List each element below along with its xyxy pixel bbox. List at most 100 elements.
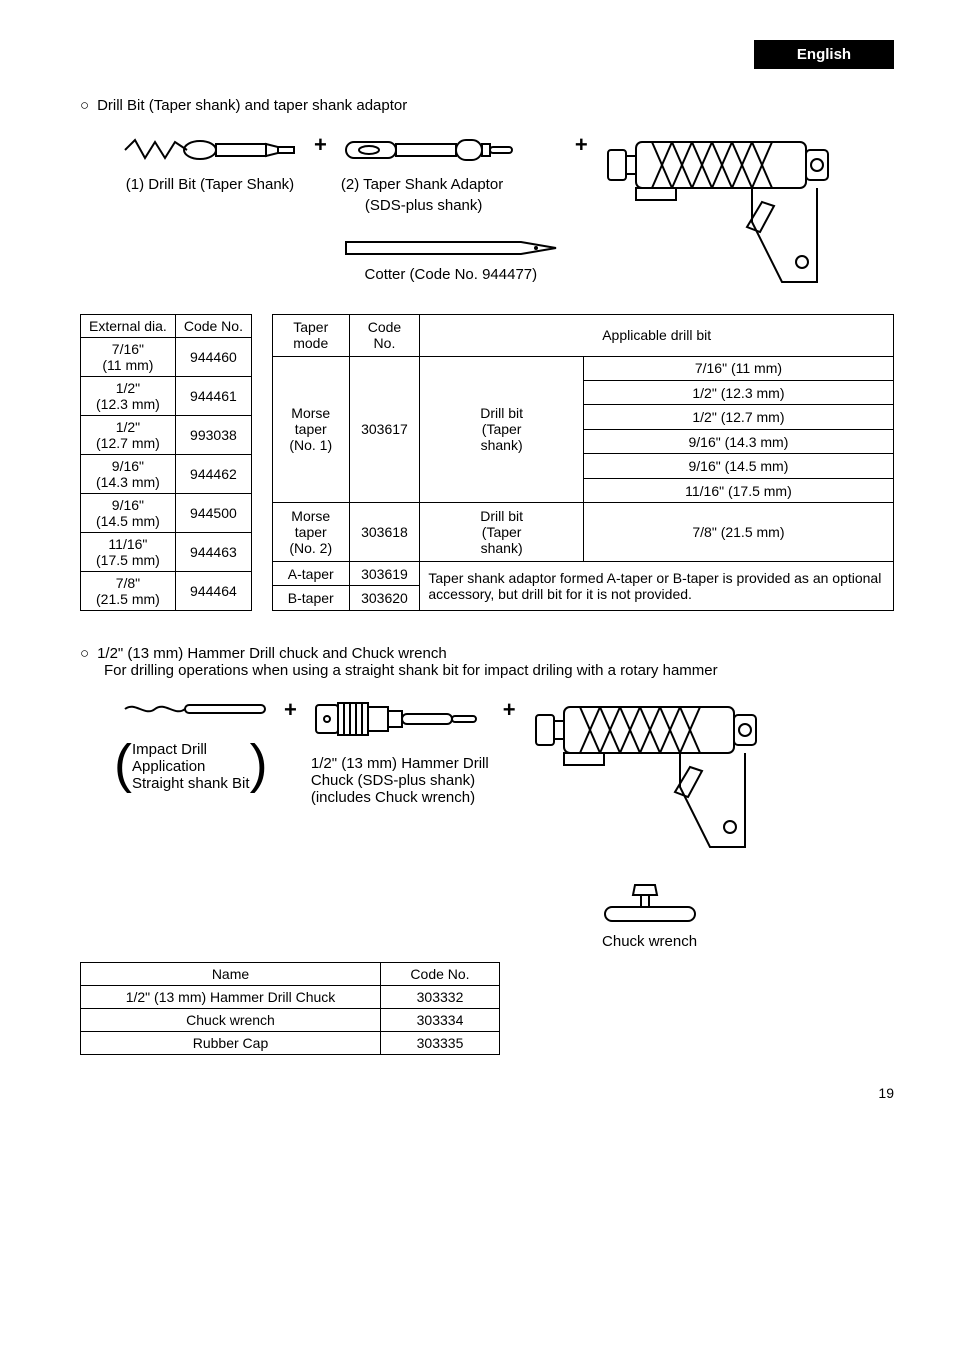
- table-header: External dia.: [81, 315, 176, 338]
- chuck-table: Name Code No. 1/2" (13 mm) Hammer Drill …: [80, 962, 500, 1055]
- cell: 303334: [381, 1009, 500, 1032]
- table-row: 1/2" (12.7 mm)993038: [81, 416, 252, 455]
- external-dia-table: External dia. Code No. 7/16" (11 mm)9444…: [80, 314, 252, 611]
- cell: 11/16" (17.5 mm): [81, 533, 176, 572]
- adaptor-label-l1: (2) Taper Shank Adaptor: [341, 176, 561, 193]
- cotter-label: Cotter (Code No. 944477): [341, 266, 561, 283]
- label-line: Impact Drill: [132, 741, 250, 758]
- cell: 303620: [349, 586, 420, 611]
- drill-machine-icon: [602, 132, 842, 302]
- plus-icon-2: +: [575, 132, 588, 158]
- table-row: 11/16" (17.5 mm)944463: [81, 533, 252, 572]
- cell: 7/16" (11 mm): [583, 356, 893, 380]
- cell: 1/2" (12.3 mm): [81, 377, 176, 416]
- cell: 1/2" (13 mm) Hammer Drill Chuck: [81, 986, 381, 1009]
- chuck-icon: [311, 697, 481, 741]
- table-header: Name: [81, 963, 381, 986]
- label-line: Straight shank Bit: [132, 775, 250, 792]
- cell: 1/2" (12.3 mm): [583, 381, 893, 405]
- adaptor-icon: [341, 132, 521, 168]
- cell: Taper shank adaptor formed A-taper or B-…: [420, 561, 894, 610]
- adaptor-label-l2: (SDS-plus shank): [341, 197, 561, 214]
- table-row: Rubber Cap303335: [81, 1032, 500, 1055]
- drill-bit-label: (1) Drill Bit (Taper Shank): [120, 176, 300, 193]
- cell: 7/8" (21.5 mm): [583, 503, 893, 562]
- cell: 7/16" (11 mm): [81, 338, 176, 377]
- drill-machine-icon-2: [530, 697, 770, 867]
- cell: 11/16" (17.5 mm): [583, 478, 893, 502]
- table-header: Code No.: [381, 963, 500, 986]
- drill-bit-icon: [120, 132, 300, 168]
- section1-illustrations: (1) Drill Bit (Taper Shank) + (2) Taper …: [120, 132, 894, 302]
- cell: 944461: [175, 377, 251, 416]
- table-row: Taper mode Code No. Applicable drill bit: [272, 315, 893, 357]
- section1-tables: External dia. Code No. 7/16" (11 mm)9444…: [80, 314, 894, 611]
- table-row: Chuck wrench303334: [81, 1009, 500, 1032]
- cell: 944460: [175, 338, 251, 377]
- table-row: 1/2" (13 mm) Hammer Drill Chuck303332: [81, 986, 500, 1009]
- drill-bit-block: (1) Drill Bit (Taper Shank): [120, 132, 300, 193]
- adaptor-block: (2) Taper Shank Adaptor (SDS-plus shank)…: [341, 132, 561, 283]
- cell: A-taper: [272, 561, 349, 585]
- taper-mode-table: Taper mode Code No. Applicable drill bit…: [272, 314, 894, 611]
- plus-icon-3: +: [284, 697, 297, 723]
- straight-bit-block: Impact Drill Application Straight shank …: [120, 697, 270, 792]
- cell: 303617: [349, 356, 420, 503]
- chuck-wrench-icon: [595, 877, 705, 929]
- cell: 303618: [349, 503, 420, 562]
- plus-icon: +: [314, 132, 327, 158]
- section2-title: 1/2" (13 mm) Hammer Drill chuck and Chuc…: [80, 645, 447, 662]
- cell: Morse taper (No. 1): [272, 356, 349, 503]
- section1-title: Drill Bit (Taper shank) and taper shank …: [80, 97, 894, 114]
- section2-illustrations: Impact Drill Application Straight shank …: [120, 697, 894, 950]
- cell: 944500: [175, 494, 251, 533]
- drill-machine-block-2: Chuck wrench: [530, 697, 770, 950]
- chuck-label-l1: 1/2" (13 mm) Hammer Drill: [311, 755, 489, 772]
- table-row: 7/8" (21.5 mm)944464: [81, 572, 252, 611]
- cell: 944462: [175, 455, 251, 494]
- cell: 303619: [349, 561, 420, 585]
- chuck-label-l2: Chuck (SDS-plus shank): [311, 772, 489, 789]
- cell: B-taper: [272, 586, 349, 611]
- chuck-wrench-label: Chuck wrench: [530, 933, 770, 950]
- chuck-block: 1/2" (13 mm) Hammer Drill Chuck (SDS-plu…: [311, 697, 489, 806]
- table-row: Name Code No.: [81, 963, 500, 986]
- table-row: 1/2" (12.3 mm)944461: [81, 377, 252, 416]
- cell: Morse taper (No. 2): [272, 503, 349, 562]
- cell: Drill bit (Taper shank): [420, 503, 583, 562]
- cell: 7/8" (21.5 mm): [81, 572, 176, 611]
- straight-bit-icon: [120, 697, 270, 721]
- table-row: Morse taper (No. 2) 303618 Drill bit (Ta…: [272, 503, 893, 562]
- cell: Rubber Cap: [81, 1032, 381, 1055]
- section2-desc: For drilling operations when using a str…: [104, 662, 894, 679]
- cell: 944464: [175, 572, 251, 611]
- table-row: 9/16" (14.3 mm)944462: [81, 455, 252, 494]
- table-row: A-taper 303619 Taper shank adaptor forme…: [272, 561, 893, 585]
- straight-bit-label: Impact Drill Application Straight shank …: [120, 741, 262, 792]
- table-header: Applicable drill bit: [420, 315, 894, 357]
- cell: Chuck wrench: [81, 1009, 381, 1032]
- cell: 303335: [381, 1032, 500, 1055]
- cell: Drill bit (Taper shank): [420, 356, 583, 503]
- table-header: Code No.: [349, 315, 420, 357]
- table-header: Code No.: [175, 315, 251, 338]
- plus-icon-4: +: [503, 697, 516, 723]
- cell: 9/16" (14.3 mm): [81, 455, 176, 494]
- page-number: 19: [80, 1085, 894, 1101]
- table-row: 9/16" (14.5 mm)944500: [81, 494, 252, 533]
- table-header: Taper mode: [272, 315, 349, 357]
- table-row: Morse taper (No. 1) 303617 Drill bit (Ta…: [272, 356, 893, 380]
- label-line: Application: [132, 758, 250, 775]
- table-row: External dia. Code No.: [81, 315, 252, 338]
- chuck-label-l3: (includes Chuck wrench): [311, 789, 489, 806]
- cell: 9/16" (14.5 mm): [81, 494, 176, 533]
- cell: 9/16" (14.3 mm): [583, 429, 893, 453]
- cotter-icon: [341, 234, 561, 262]
- cell: 1/2" (12.7 mm): [81, 416, 176, 455]
- table-row: 7/16" (11 mm)944460: [81, 338, 252, 377]
- section2-table-wrap: Name Code No. 1/2" (13 mm) Hammer Drill …: [80, 962, 894, 1055]
- cell: 9/16" (14.5 mm): [583, 454, 893, 478]
- cell: 1/2" (12.7 mm): [583, 405, 893, 429]
- header-language: English: [754, 40, 894, 69]
- cell: 303332: [381, 986, 500, 1009]
